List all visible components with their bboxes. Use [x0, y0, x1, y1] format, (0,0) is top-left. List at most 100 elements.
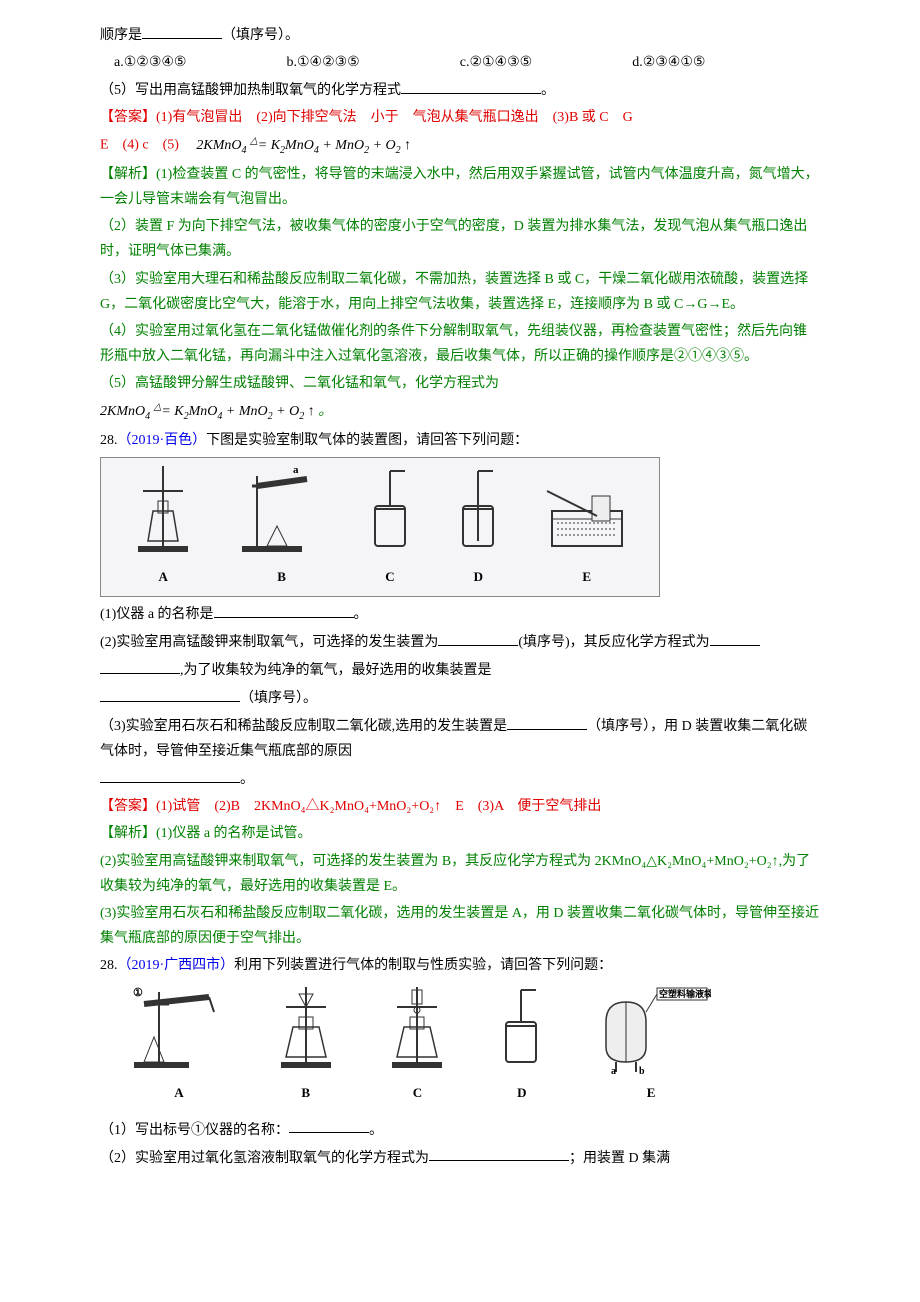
gas-bottle-up-icon — [365, 461, 415, 561]
text: E (4) c (5) — [100, 138, 193, 153]
iv-bag-icon: 空塑料输液袋 a b — [591, 982, 711, 1077]
q5-line: （5）写出用高锰酸钾加热制取氧气的化学方程式 。 — [100, 77, 820, 103]
apparatus-d: D — [453, 461, 503, 588]
q28b-stem: 28.（2019·广西四市）利用下列装置进行气体的制取与性质实验，请回答下列问题… — [100, 953, 820, 978]
circ1-label: ① — [133, 987, 143, 999]
label: C — [413, 1081, 422, 1104]
q28a-2b: ,为了收集较为纯净的氧气，最好选用的收集装置是 — [100, 657, 820, 683]
flask-dropfunnel-icon — [382, 982, 452, 1077]
gas-bottle-down-icon — [453, 461, 503, 561]
sequence-line: 顺序是 （填序号）。 — [100, 22, 820, 48]
q28a-stem: 28.（2019·百色）下图是实验室制取气体的装置图，请回答下列问题： — [100, 428, 820, 453]
apparatus-a2: ① A — [129, 982, 229, 1104]
explain1-2: （2）装置 F 为向下排空气法，被收集气体的密度小于空气的密度，D 装置为排水集… — [100, 214, 820, 264]
q28b-1: （1）写出标号①仪器的名称： 。 — [100, 1117, 820, 1143]
blank — [710, 629, 760, 646]
q28b-2: （2）实验室用过氧化氢溶液制取氧气的化学方程式为 ；用装置 D 集满 — [100, 1145, 820, 1171]
label: D — [474, 565, 483, 588]
chem-formula: 2KMnO4 △= K2MnO4 + MnO2 + O2 ↑ — [196, 138, 411, 153]
label: E — [647, 1081, 656, 1104]
svg-text:b: b — [639, 1066, 645, 1077]
label: A — [174, 1081, 183, 1104]
qnum: 28. — [100, 433, 118, 448]
apparatus-diagram-1: A a B C D — [100, 457, 660, 597]
text: (填序号)，其反应化学方程式为 — [518, 635, 709, 650]
apparatus-c2: C — [382, 982, 452, 1104]
text: （填序号）。 — [222, 28, 299, 43]
blank — [100, 685, 240, 702]
text: (1)仪器 a 的名称是试管。 — [156, 826, 312, 841]
blank — [438, 629, 518, 646]
blank — [100, 766, 240, 783]
blank — [507, 713, 587, 730]
text: 。 — [240, 772, 254, 787]
blank-equation — [401, 77, 541, 94]
apparatus-d2: D — [494, 982, 549, 1104]
opt-d: d.②③④①⑤ — [632, 50, 705, 75]
flask-stand-icon — [128, 461, 198, 561]
blank — [100, 657, 180, 674]
blank-sequence — [142, 22, 222, 39]
apparatus-a: A — [128, 461, 198, 588]
explain1-4: （4）实验室用过氧化氢在二氧化锰做催化剂的条件下分解制取氧气，先组装仪器，再检查… — [100, 319, 820, 369]
ans28a-exp1: 【解析】(1)仪器 a 的名称是试管。 — [100, 821, 820, 846]
answer1-line1: 【答案】(1)有气泡冒出 (2)向下排空气法 小于 气泡从集气瓶口逸出 (3)B… — [100, 105, 820, 130]
gas-bottle-icon — [494, 982, 549, 1077]
bag-text: 空塑料输液袋 — [659, 988, 711, 999]
text: （5）写出用高锰酸钾加热制取氧气的化学方程式 — [100, 83, 401, 98]
text: ,为了收集较为纯净的氧气，最好选用的收集装置是 — [180, 663, 492, 678]
text: （2）实验室用过氧化氢溶液制取氧气的化学方程式为 — [100, 1150, 429, 1165]
text: 。 — [354, 607, 368, 622]
text: 顺序是 — [100, 28, 142, 43]
label: B — [301, 1081, 310, 1104]
apparatus-e: E — [542, 461, 632, 588]
label: C — [385, 565, 394, 588]
opt-a: a.①②③④⑤ — [114, 50, 186, 75]
label: D — [517, 1081, 526, 1104]
label: E — [582, 565, 591, 588]
text: 。 — [369, 1122, 383, 1137]
q28a-2a: (2)实验室用高锰酸钾来制取氧气，可选择的发生装置为 (填序号)，其反应化学方程式… — [100, 629, 820, 655]
label: A — [158, 565, 167, 588]
apparatus-c: C — [365, 461, 415, 588]
a-label: a — [293, 464, 299, 476]
svg-text:a: a — [611, 1066, 616, 1077]
heated-tube-icon: a — [237, 461, 327, 561]
stem-text: 下图是实验室制取气体的装置图，请回答下列问题： — [206, 433, 528, 448]
text: （填序号）。 — [240, 691, 317, 706]
text: (1)检查装置 C 的气密性，将导管的末端浸入水中，然后用双手紧握试管，试管内气… — [100, 167, 819, 207]
answer1-line2: E (4) c (5) 2KMnO4 △= K2MnO4 + MnO2 + O2… — [100, 132, 820, 159]
heated-tube-stand-icon: ① — [129, 982, 229, 1077]
qnum: 28. — [100, 958, 118, 973]
label: B — [277, 565, 286, 588]
q28a-2c: （填序号）。 — [100, 685, 820, 711]
source: （2019·广西四市） — [118, 958, 235, 973]
exp-label: 【解析】 — [100, 826, 156, 841]
ans28a-exp3: (3)实验室用石灰石和稀盐酸反应制取二氧化碳，选用的发生装置是 A，用 D 装置… — [100, 901, 820, 951]
opt-c: c.②①④③⑤ — [460, 50, 532, 75]
text: （1）写出标号①仪器的名称： — [100, 1122, 289, 1137]
explain1-5: （5）高锰酸钾分解生成锰酸钾、二氧化锰和氧气，化学方程式为 — [100, 371, 820, 396]
blank — [429, 1145, 569, 1162]
ans28a-line1: 【答案】(1)试管 (2)B 2KMnO₄△K₂MnO₄+MnO₂+O₂↑ E … — [100, 794, 820, 819]
blank — [214, 601, 354, 618]
text: (2)实验室用高锰酸钾来制取氧气，可选择的发生装置为 — [100, 635, 438, 650]
chem-formula-2: 2KMnO4 △= K2MnO4 + MnO2 + O2 ↑ 。 — [100, 404, 332, 419]
q28a-1: (1)仪器 a 的名称是 。 — [100, 601, 820, 627]
explain1-1: 【解析】(1)检查装置 C 的气密性，将导管的末端浸入水中，然后用双手紧握试管，… — [100, 162, 820, 212]
apparatus-b: a B — [237, 461, 327, 588]
source: （2019·百色） — [118, 433, 207, 448]
text: (1)仪器 a 的名称是 — [100, 607, 214, 622]
ans28a-exp2: (2)实验室用高锰酸钾来制取氧气，可选择的发生装置为 B，其反应化学方程式为 2… — [100, 849, 820, 899]
water-collect-icon — [542, 461, 632, 561]
text: ；用装置 D 集满 — [569, 1150, 670, 1165]
exp-label: 【解析】 — [100, 167, 156, 182]
q28a-3c: 。 — [100, 766, 820, 792]
flask-funnel-icon — [271, 982, 341, 1077]
apparatus-diagram-2: ① A B C — [100, 983, 740, 1113]
apparatus-b2: B — [271, 982, 341, 1104]
q28a-3a: （3)实验室用石灰石和稀盐酸反应制取二氧化碳,选用的发生装置是（填序号），用 D… — [100, 713, 820, 764]
blank — [289, 1117, 369, 1134]
stem-text: 利用下列装置进行气体的制取与性质实验，请回答下列问题： — [234, 958, 612, 973]
text: 。 — [541, 83, 555, 98]
